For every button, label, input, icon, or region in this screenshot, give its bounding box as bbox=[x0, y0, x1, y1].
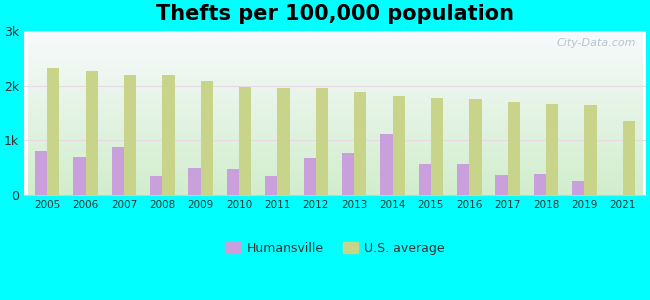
Bar bbox=[73, 157, 86, 195]
Bar bbox=[47, 68, 59, 195]
Bar bbox=[112, 147, 124, 195]
Bar bbox=[469, 99, 482, 195]
Bar bbox=[393, 96, 405, 195]
Title: Thefts per 100,000 population: Thefts per 100,000 population bbox=[156, 4, 514, 24]
Text: City-Data.com: City-Data.com bbox=[557, 38, 636, 48]
Legend: Humansville, U.S. average: Humansville, U.S. average bbox=[220, 237, 450, 260]
Bar bbox=[546, 104, 558, 195]
Bar bbox=[457, 164, 469, 195]
Bar bbox=[86, 71, 98, 195]
Bar bbox=[380, 134, 393, 195]
Bar bbox=[572, 181, 584, 195]
Bar bbox=[354, 92, 367, 195]
Bar bbox=[201, 81, 213, 195]
Bar bbox=[316, 88, 328, 195]
Bar bbox=[265, 176, 278, 195]
Bar bbox=[239, 87, 252, 195]
Bar bbox=[623, 121, 635, 195]
Bar bbox=[162, 75, 175, 195]
Bar bbox=[124, 75, 136, 195]
Bar bbox=[227, 169, 239, 195]
Bar bbox=[35, 151, 47, 195]
Bar bbox=[150, 176, 162, 195]
Bar bbox=[508, 102, 520, 195]
Bar bbox=[584, 105, 597, 195]
Bar bbox=[342, 153, 354, 195]
Bar bbox=[188, 168, 201, 195]
Bar bbox=[278, 88, 290, 195]
Bar bbox=[534, 174, 546, 195]
Bar bbox=[495, 175, 508, 195]
Bar bbox=[304, 158, 316, 195]
Bar bbox=[431, 98, 443, 195]
Bar bbox=[419, 164, 431, 195]
